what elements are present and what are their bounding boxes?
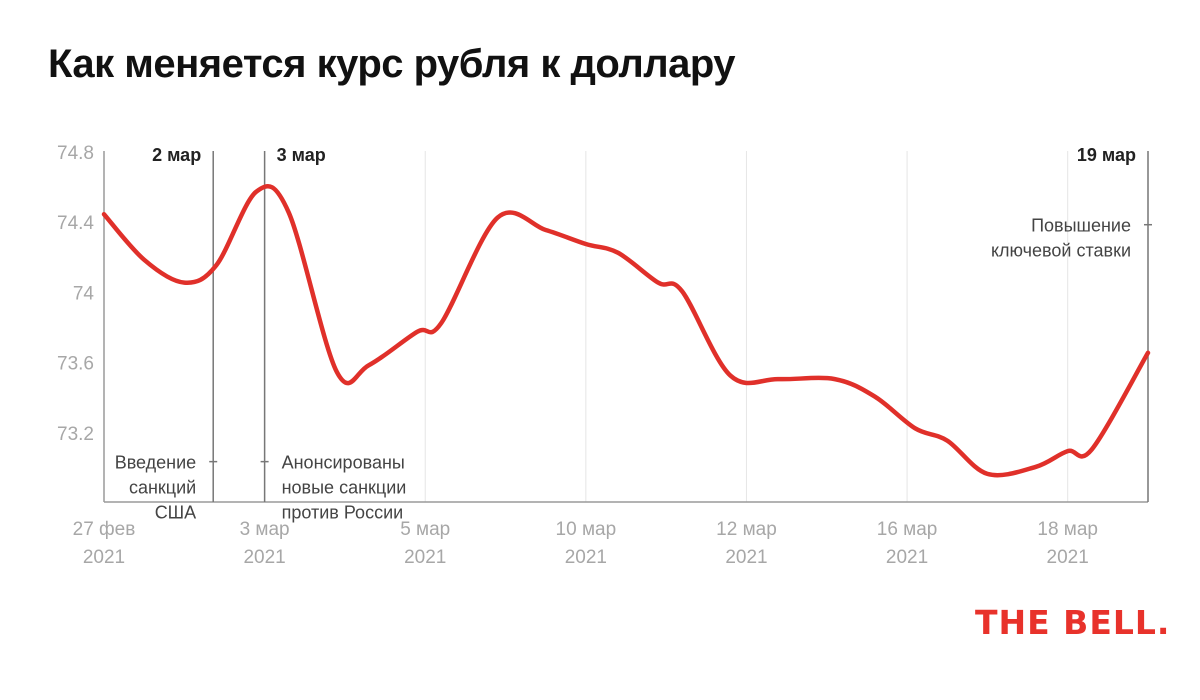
x-tick-label: 10 мар — [556, 519, 617, 540]
event-description-line: санкций — [129, 478, 196, 498]
event-description-line: США — [155, 503, 197, 523]
x-tick-year-label: 2021 — [565, 547, 607, 568]
y-tick-label: 74 — [73, 283, 95, 304]
x-tick-label: 12 мар — [716, 519, 777, 540]
y-tick-label: 73.2 — [57, 424, 94, 445]
event-description-line: новые санкции — [282, 478, 407, 498]
x-tick-year-label: 2021 — [243, 547, 285, 568]
x-tick-label: 18 мар — [1037, 519, 1098, 540]
the-bell-logo: THE BELL. — [975, 603, 1171, 642]
event-date-label: 2 мар — [152, 145, 201, 165]
event-description-line: ключевой ставки — [991, 241, 1131, 261]
x-tick-year-label: 2021 — [886, 547, 928, 568]
event-description-line: против России — [282, 503, 404, 523]
chart-title: Как меняется курс рубля к доллару — [48, 42, 736, 86]
y-tick-label: 74.4 — [57, 213, 94, 234]
x-tick-year-label: 2021 — [1047, 547, 1089, 568]
x-tick-year-label: 2021 — [725, 547, 767, 568]
x-tick-label: 5 мар — [400, 519, 450, 540]
event-date-label: 3 мар — [277, 145, 326, 165]
x-tick-label: 16 мар — [877, 519, 938, 540]
event-description-line: Введение — [115, 453, 197, 473]
event-date-label: 19 мар — [1077, 145, 1136, 165]
event-description-line: Повышение — [1031, 216, 1131, 236]
exchange-rate-line — [101, 184, 1151, 478]
y-tick-label: 74.8 — [57, 143, 94, 164]
x-tick-label: 3 мар — [240, 519, 290, 540]
event-description-line: Анонсированы — [282, 453, 405, 473]
y-tick-label: 73.6 — [57, 354, 94, 375]
x-tick-year-label: 2021 — [404, 547, 446, 568]
x-tick-year-label: 2021 — [83, 547, 125, 568]
x-tick-label: 27 фев — [73, 519, 136, 540]
